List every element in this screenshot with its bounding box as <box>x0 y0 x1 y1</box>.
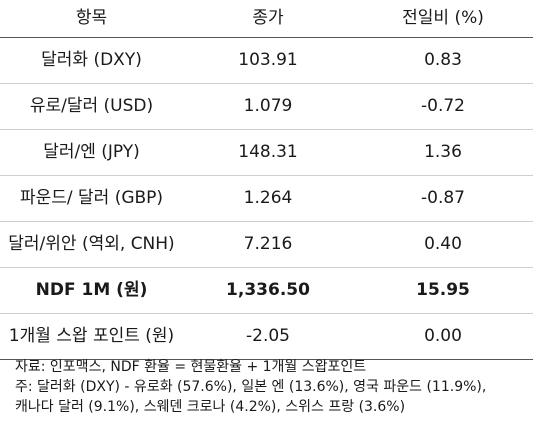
fx-table: 항목 종가 전일비 (%) 달러화 (DXY) 103.91 0.83 유로/달… <box>0 0 533 360</box>
footnote-line-2: 캐나다 달러 (9.1%), 스웨덴 크로나 (4.2%), 스위스 프랑 (3… <box>15 399 406 415</box>
row-close: 1,336.50 <box>183 267 353 314</box>
footnote-line-1: 주: 달러화 (DXY) - 유로화 (57.6%), 일본 엔 (13.6%)… <box>15 379 487 395</box>
table-row: NDF 1M (원) 1,336.50 15.95 <box>0 267 533 314</box>
table-row: 달러/위안 (역외, CNH) 7.216 0.40 <box>0 221 533 268</box>
row-item: 달러화 (DXY) <box>0 37 183 84</box>
table-row: 1개월 스왑 포인트 (원) -2.05 0.00 <box>0 313 533 360</box>
row-item: 파운드/ 달러 (GBP) <box>0 175 183 222</box>
row-close: 1.264 <box>183 175 353 222</box>
row-change: -0.72 <box>353 83 533 130</box>
row-close: 103.91 <box>183 37 353 84</box>
source-note: 자료: 인포맥스, NDF 환율 = 현물환율 + 1개월 스왑포인트 <box>15 359 367 375</box>
table-row: 파운드/ 달러 (GBP) 1.264 -0.87 <box>0 175 533 222</box>
row-change: 1.36 <box>353 129 533 176</box>
table-row: 달러화 (DXY) 103.91 0.83 <box>0 37 533 84</box>
row-change: 0.40 <box>353 221 533 268</box>
row-change: 0.83 <box>353 37 533 84</box>
row-close: 1.079 <box>183 83 353 130</box>
row-item: NDF 1M (원) <box>0 267 183 314</box>
table-notes: 자료: 인포맥스, NDF 환율 = 현물환율 + 1개월 스왑포인트 주: 달… <box>15 357 530 417</box>
row-item: 달러/엔 (JPY) <box>0 129 183 176</box>
header-row: 항목 종가 전일비 (%) <box>0 0 533 38</box>
row-change: -0.87 <box>353 175 533 222</box>
row-change: 15.95 <box>353 267 533 314</box>
header-item: 항목 <box>0 0 183 38</box>
row-item: 달러/위안 (역외, CNH) <box>0 221 183 268</box>
header-change: 전일비 (%) <box>353 0 533 38</box>
row-close: 148.31 <box>183 129 353 176</box>
row-item: 1개월 스왑 포인트 (원) <box>0 313 183 360</box>
row-item: 유로/달러 (USD) <box>0 83 183 130</box>
row-change: 0.00 <box>353 313 533 360</box>
table-row: 유로/달러 (USD) 1.079 -0.72 <box>0 83 533 130</box>
table-row: 달러/엔 (JPY) 148.31 1.36 <box>0 129 533 176</box>
row-close: -2.05 <box>183 313 353 360</box>
row-close: 7.216 <box>183 221 353 268</box>
header-close: 종가 <box>183 0 353 38</box>
